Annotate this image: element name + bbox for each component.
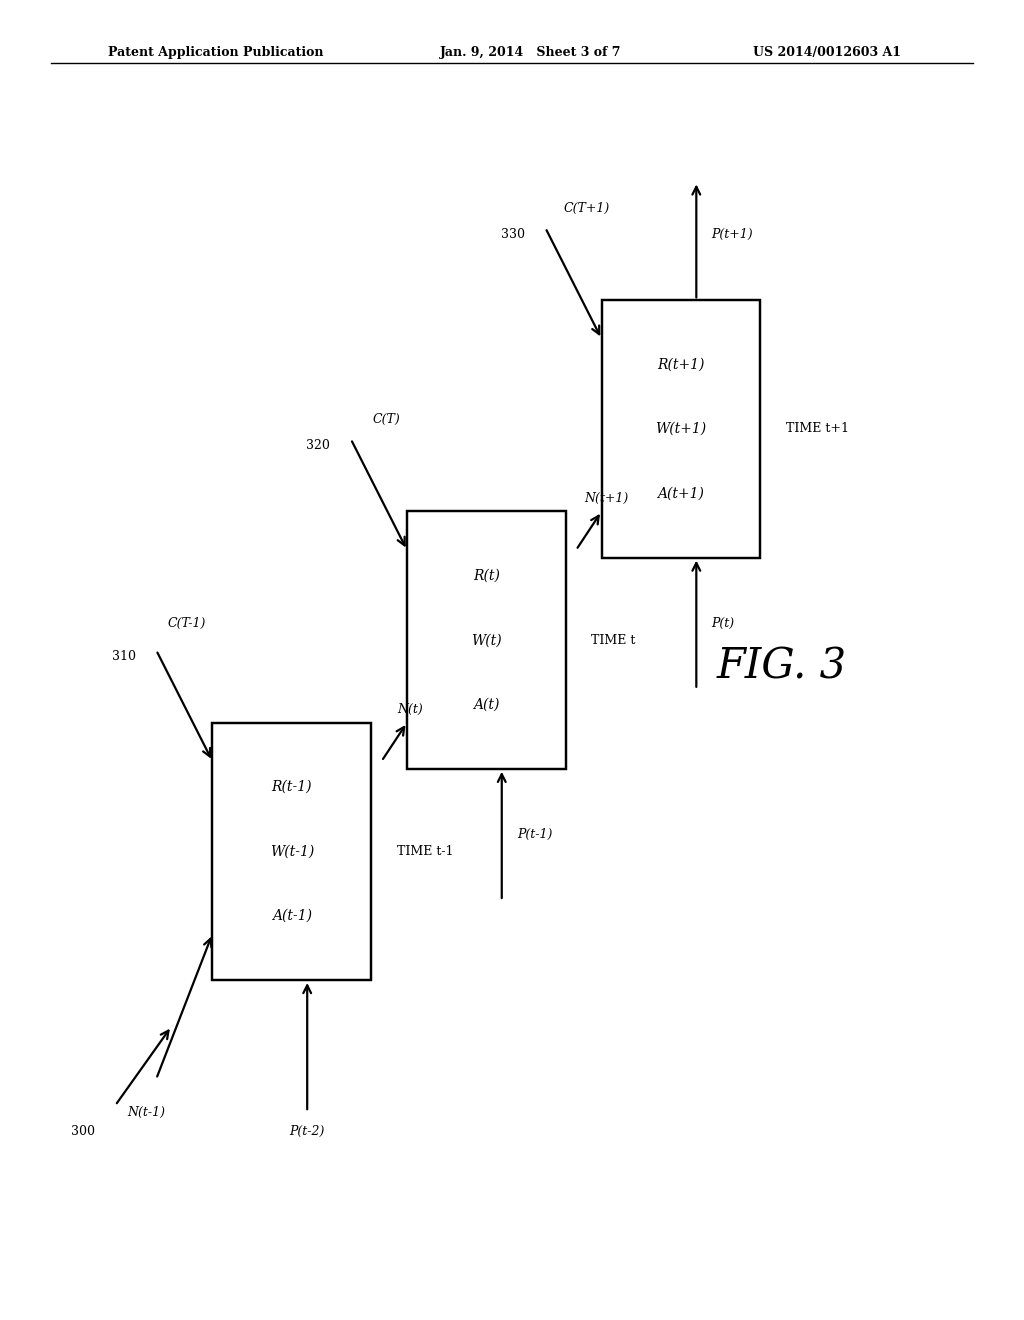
- Text: P(t+1): P(t+1): [712, 228, 754, 240]
- Text: 300: 300: [71, 1125, 94, 1138]
- Text: R(t-1): R(t-1): [271, 780, 312, 795]
- Text: N(t-1): N(t-1): [127, 1106, 165, 1118]
- Text: 320: 320: [306, 440, 330, 451]
- Text: C(T-1): C(T-1): [168, 618, 206, 631]
- Text: A(t-1): A(t-1): [271, 908, 312, 923]
- Text: N(t+1): N(t+1): [584, 492, 629, 504]
- Text: 330: 330: [501, 228, 525, 240]
- Text: W(t-1): W(t-1): [269, 845, 314, 858]
- Text: P(t-1): P(t-1): [517, 829, 553, 841]
- Text: W(t): W(t): [471, 634, 502, 647]
- Text: C(T): C(T): [373, 413, 400, 425]
- Text: TIME t+1: TIME t+1: [786, 422, 849, 436]
- Bar: [212, 723, 371, 979]
- Bar: [602, 300, 760, 557]
- Text: 310: 310: [112, 651, 135, 663]
- Text: W(t+1): W(t+1): [655, 422, 707, 436]
- Text: US 2014/0012603 A1: US 2014/0012603 A1: [753, 46, 901, 59]
- Text: TIME t: TIME t: [592, 634, 636, 647]
- Text: Jan. 9, 2014   Sheet 3 of 7: Jan. 9, 2014 Sheet 3 of 7: [440, 46, 622, 59]
- Text: R(t): R(t): [473, 569, 500, 583]
- Text: Patent Application Publication: Patent Application Publication: [108, 46, 323, 59]
- Text: N(t): N(t): [397, 704, 423, 715]
- Text: P(t): P(t): [712, 618, 735, 630]
- Bar: [407, 511, 565, 768]
- Text: A(t+1): A(t+1): [657, 486, 705, 500]
- Text: R(t+1): R(t+1): [657, 358, 705, 372]
- Text: C(T+1): C(T+1): [563, 202, 609, 214]
- Text: A(t): A(t): [473, 697, 500, 711]
- Text: FIG. 3: FIG. 3: [717, 645, 847, 688]
- Text: TIME t-1: TIME t-1: [397, 845, 454, 858]
- Text: P(t-2): P(t-2): [290, 1125, 325, 1138]
